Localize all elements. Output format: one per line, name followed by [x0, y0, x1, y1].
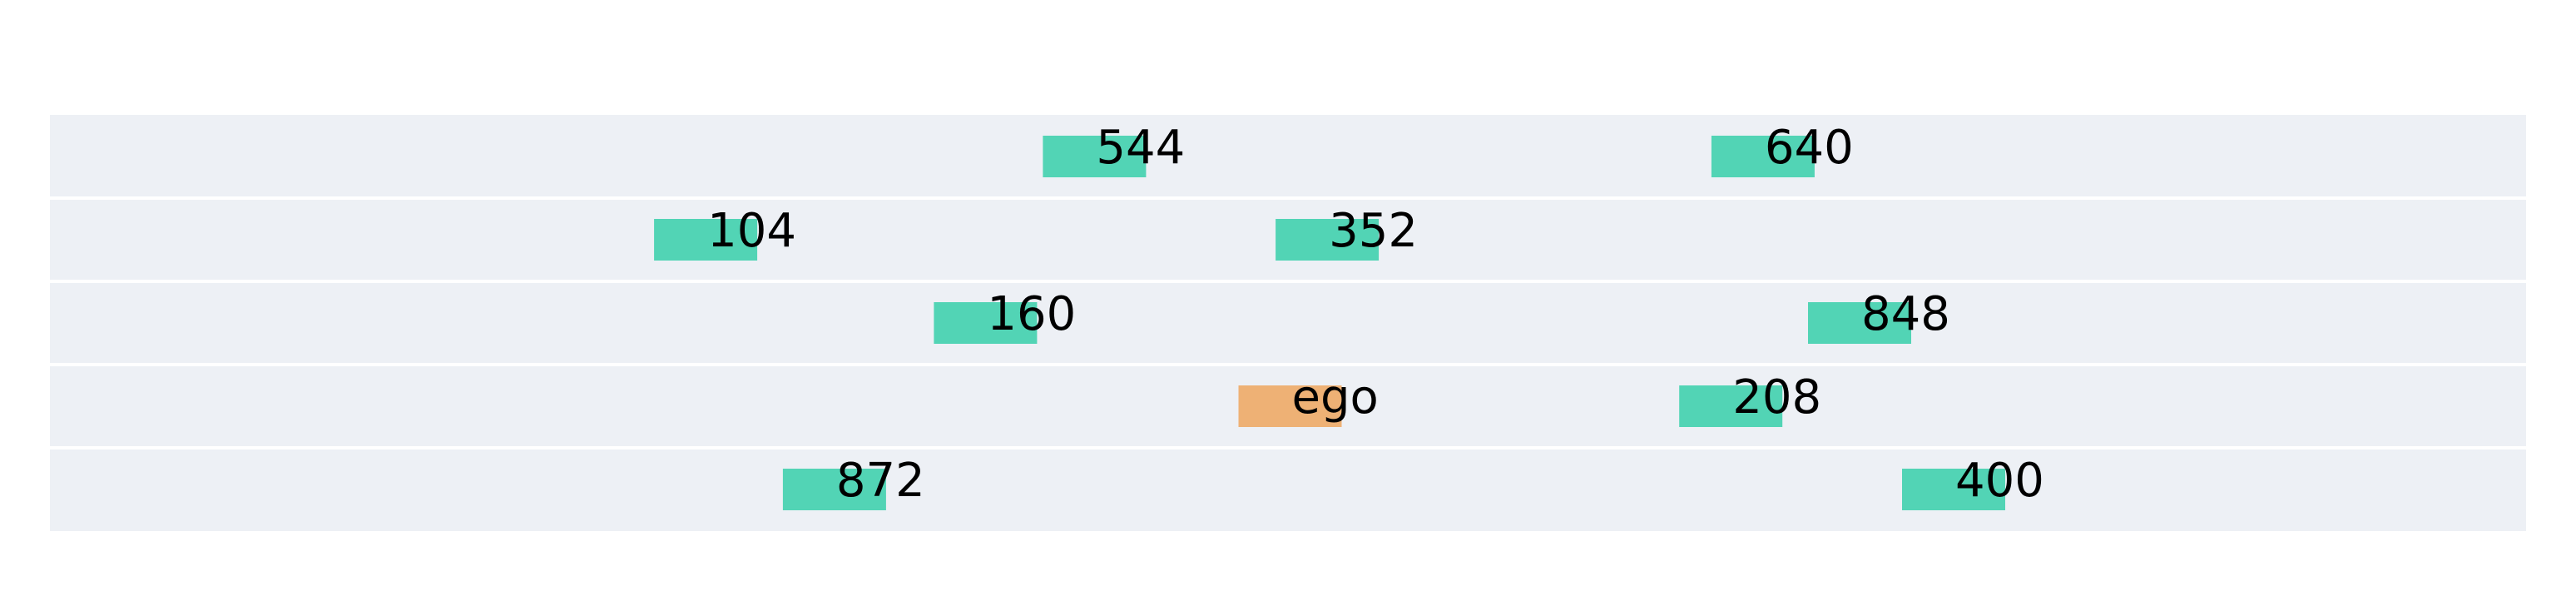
- vehicle-label-400: 400: [1955, 454, 2044, 508]
- vehicle-label-104: 104: [707, 204, 796, 258]
- vehicle-352: [1276, 219, 1380, 261]
- vehicle-label-640: 640: [1765, 121, 1854, 175]
- vehicle-872: [782, 469, 886, 510]
- vehicle-400: [1902, 469, 2005, 510]
- vehicle-544: [1043, 136, 1147, 177]
- vehicle-label-352: 352: [1329, 204, 1418, 258]
- vehicle-label-848: 848: [1861, 287, 1950, 341]
- vehicle-640: [1711, 136, 1815, 177]
- vehicles-group: 544 640 104 352 160 848 ego 208 872 400: [654, 121, 2044, 510]
- ego-vehicle: [1238, 385, 1342, 427]
- lanes-group: [50, 115, 2526, 531]
- lane-1: [50, 115, 2526, 196]
- vehicle-208: [1679, 385, 1783, 427]
- vehicle-label-208: 208: [1732, 370, 1821, 425]
- vehicle-label-544: 544: [1096, 121, 1185, 175]
- lane-5: [50, 450, 2526, 531]
- vehicle-104: [654, 219, 758, 261]
- vehicle-160: [934, 302, 1038, 344]
- lane-3: [50, 283, 2526, 363]
- vehicle-848: [1808, 302, 1911, 344]
- ego-label: ego: [1292, 370, 1379, 425]
- vehicle-label-160: 160: [987, 287, 1076, 341]
- vehicle-label-872: 872: [836, 454, 925, 508]
